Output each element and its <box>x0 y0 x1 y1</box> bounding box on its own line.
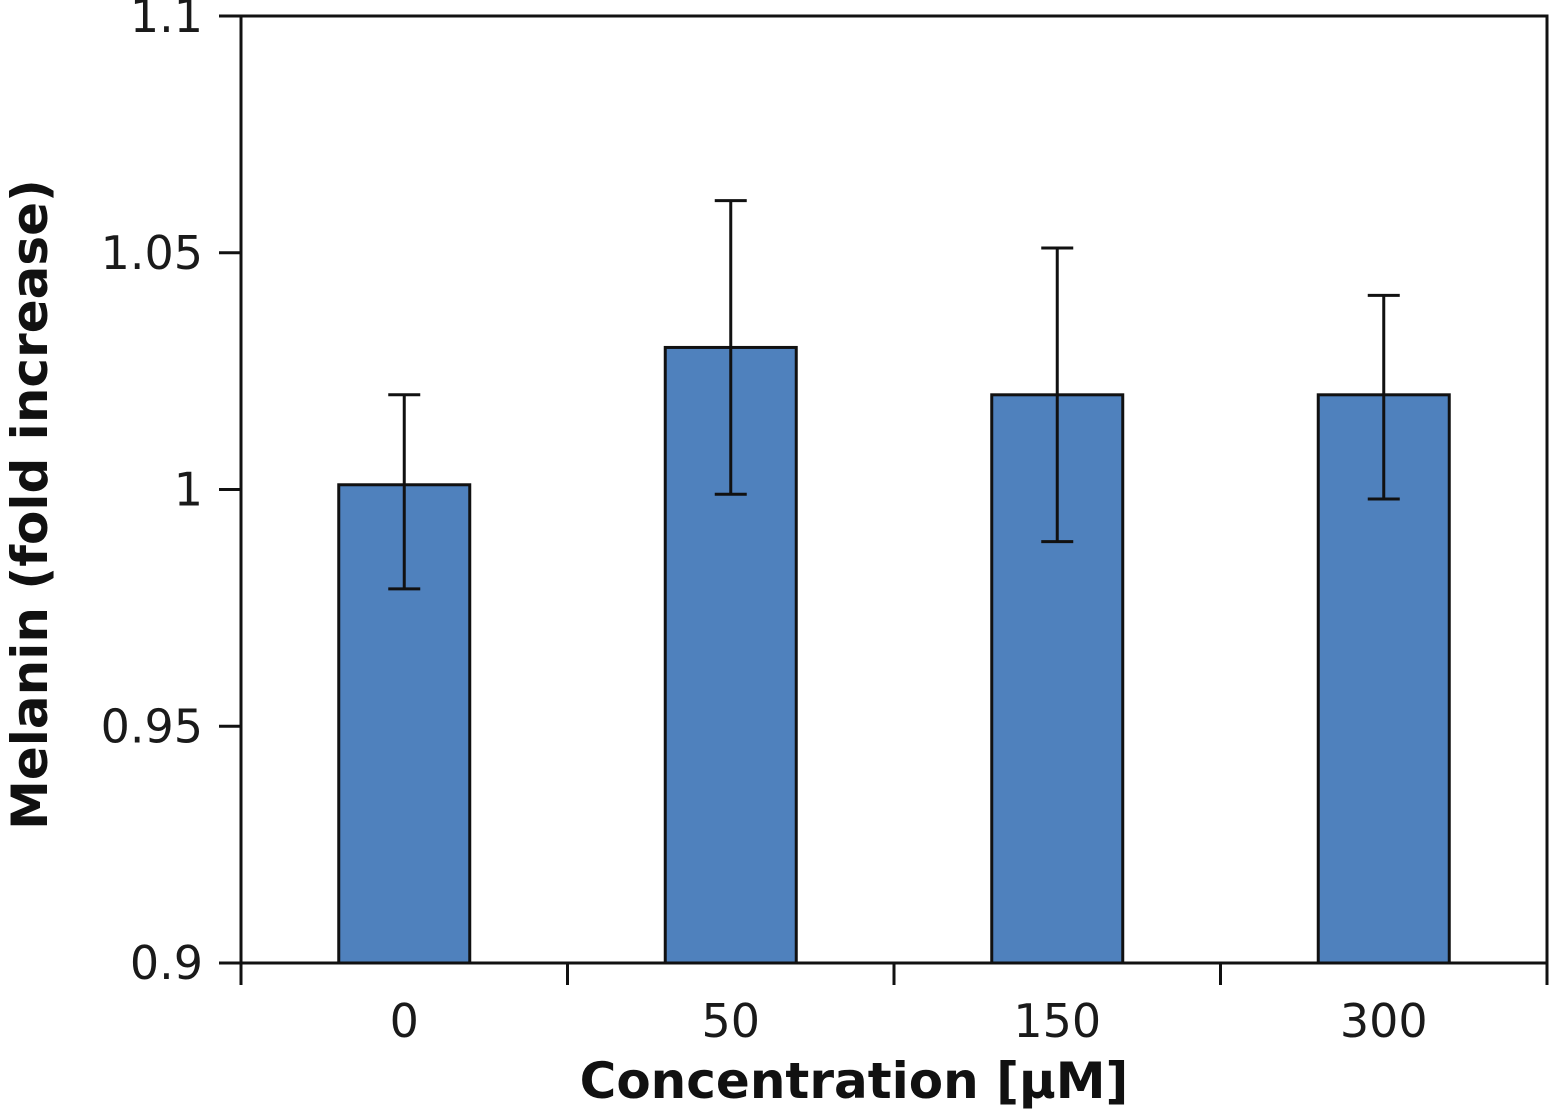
y-tick-label: 1.1 <box>130 0 203 43</box>
x-tick-label: 50 <box>701 994 760 1048</box>
x-tick-label: 300 <box>1340 994 1428 1048</box>
y-tick-label: 0.9 <box>130 936 203 990</box>
bars <box>337 345 1451 965</box>
y-tick-label: 0.95 <box>101 699 203 753</box>
x-axis-title: Concentration [μM] <box>580 1052 1129 1110</box>
x-tick-label: 150 <box>1013 994 1101 1048</box>
error-bars <box>388 199 1400 591</box>
x-tick-label: 0 <box>390 994 419 1048</box>
y-axis-title: Melanin (fold increase) <box>1 179 59 830</box>
y-tick-label: 1 <box>174 463 203 517</box>
y-axis-ticks: 0.9 0.95 1 1.05 1.1 <box>101 0 241 990</box>
x-axis-ticks: 0 50 150 300 <box>239 963 1549 1048</box>
y-tick-label: 1.05 <box>101 226 203 280</box>
